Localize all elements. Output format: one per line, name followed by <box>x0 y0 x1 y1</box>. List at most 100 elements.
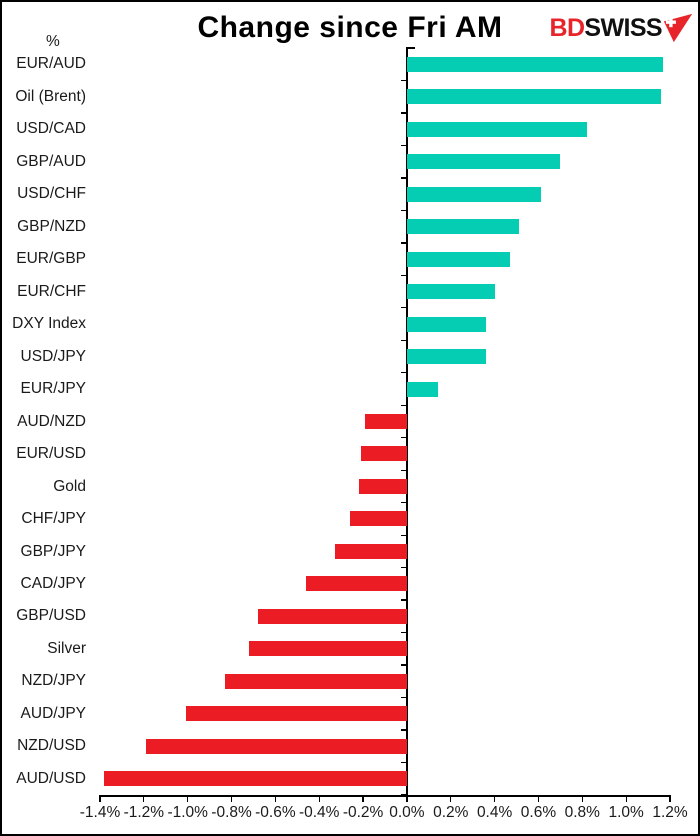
category-label: NZD/JPY <box>21 672 86 690</box>
negative-bar <box>360 446 407 462</box>
category-label: Oil (Brent) <box>15 87 86 105</box>
category-band-tick <box>407 47 416 49</box>
x-axis-tick <box>450 795 452 802</box>
x-axis-tick-label: 1.0% <box>608 804 644 821</box>
x-axis-tick-label: 1.2% <box>652 804 688 821</box>
x-axis-tick-label: -0.2% <box>342 804 384 821</box>
positive-bar <box>406 154 561 170</box>
chart-title: Change since Fri AM <box>197 11 503 44</box>
category-band-tick <box>400 79 407 82</box>
x-axis-tick <box>318 795 320 802</box>
category-band-tick <box>400 502 407 504</box>
negative-bar <box>104 771 407 787</box>
swiss-arrow-icon <box>663 13 693 43</box>
x-axis-tick <box>274 795 277 802</box>
category-label: EUR/GBP <box>16 250 86 268</box>
category-band-tick <box>400 567 407 569</box>
category-label: EUR/CHF <box>17 282 86 300</box>
bdswiss-logo: BDSWISS <box>550 13 694 43</box>
category-band-tick <box>400 177 407 179</box>
x-axis-tick <box>581 795 583 802</box>
category-label: Gold <box>53 477 86 495</box>
x-axis-line <box>100 795 670 797</box>
category-label: GBP/JPY <box>20 542 86 560</box>
x-axis-tick-label: -1.2% <box>123 804 165 821</box>
category-band-tick <box>400 761 407 764</box>
x-axis-tick <box>99 795 101 802</box>
x-axis-tick <box>143 795 145 802</box>
category-label: Silver <box>47 639 86 657</box>
x-axis-tick <box>406 795 408 802</box>
category-label: GBP/USD <box>16 607 86 625</box>
category-label: NZD/USD <box>17 737 86 755</box>
negative-bar <box>306 576 407 592</box>
x-axis-tick-labels: -1.4% -1.2% -1.0% -0.8% -0.6% -0.4% -0.2% 0.0% 0… <box>80 804 688 824</box>
x-axis-tick-label: 0.2% <box>433 804 469 821</box>
category-band-tick <box>400 599 407 601</box>
category-band-tick <box>400 729 407 731</box>
x-axis-tick <box>537 795 540 802</box>
x-axis-tick-label: -0.8% <box>211 804 252 821</box>
category-band-tick <box>400 794 407 796</box>
category-label: AUD/NZD <box>17 412 86 430</box>
x-axis-tick <box>493 795 496 802</box>
x-axis-tick-label: 0.8% <box>564 804 600 821</box>
x-axis-tick-label: -1.0% <box>167 804 208 821</box>
category-label: AUD/JPY <box>20 704 86 722</box>
positive-bar <box>406 284 495 300</box>
category-label: GBP/NZD <box>17 217 86 235</box>
x-axis-tick <box>362 795 364 802</box>
x-axis-tick-label: -0.6% <box>255 804 296 821</box>
category-band-tick <box>400 307 407 309</box>
category-band-tick <box>400 112 407 114</box>
y-axis-unit-label: % <box>46 33 60 50</box>
category-label: USD/CHF <box>17 185 86 203</box>
category-band-tick <box>400 534 407 536</box>
category-label: EUR/AUD <box>16 55 86 73</box>
positive-bar <box>406 89 662 105</box>
positive-bar <box>406 316 486 332</box>
category-label: CAD/JPY <box>20 574 86 592</box>
category-label: EUR/USD <box>16 445 86 463</box>
x-axis-ticks <box>99 795 671 802</box>
x-axis-tick-label: 0.6% <box>520 804 557 821</box>
category-band-tick <box>400 631 407 634</box>
negative-bar <box>224 673 407 689</box>
zero-axis-line <box>406 47 408 795</box>
category-band-tick <box>400 696 407 699</box>
x-axis-tick-label: 0.0% <box>389 804 425 821</box>
x-axis-tick <box>187 795 189 802</box>
positive-bar <box>406 381 438 397</box>
negative-bar <box>185 706 407 722</box>
category-label: CHF/JPY <box>21 510 86 528</box>
negative-bar <box>349 511 407 527</box>
category-label: USD/CAD <box>16 120 86 138</box>
category-label: AUD/USD <box>16 769 86 787</box>
category-band-tick <box>400 339 407 341</box>
positive-bar <box>406 219 519 235</box>
positive-bar <box>406 121 587 137</box>
logo-text-bd: BD <box>549 13 586 42</box>
category-axis-labels: EUR/AUD Oil (Brent) USD/CAD GBP/AUD USD/CHF G… <box>2 48 86 795</box>
x-axis-tick <box>625 795 627 802</box>
bdswiss-logo-text: BDSWISS <box>550 14 663 43</box>
positive-bar <box>406 349 486 365</box>
negative-bar <box>365 414 407 429</box>
x-axis-tick <box>669 795 671 802</box>
plot-area <box>100 47 670 796</box>
category-band-tick <box>400 209 407 212</box>
category-band-tick <box>400 437 407 439</box>
negative-bar <box>249 641 407 657</box>
positive-bar <box>406 186 541 202</box>
category-band-tick <box>400 274 407 276</box>
positive-bar <box>406 251 510 267</box>
category-label: EUR/JPY <box>20 380 86 398</box>
category-band-tick <box>400 242 407 244</box>
negative-bar <box>146 738 407 754</box>
logo-text-swiss: SWISS <box>584 13 662 42</box>
category-label: DXY Index <box>12 315 86 333</box>
positive-bar <box>406 56 664 72</box>
category-band-tick <box>400 469 407 471</box>
negative-bar <box>334 543 407 559</box>
